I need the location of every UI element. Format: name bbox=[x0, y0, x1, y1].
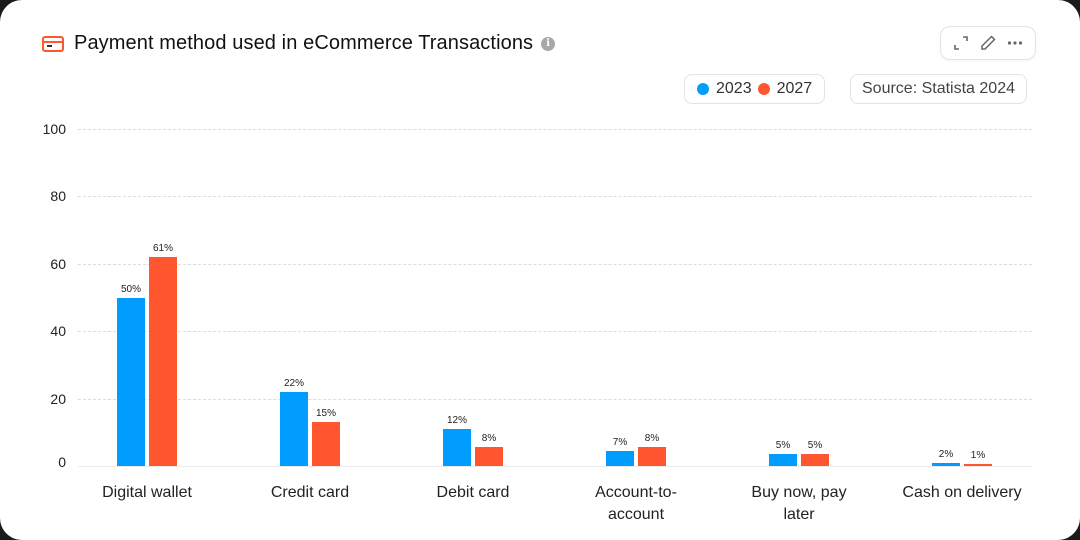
header: Payment method used in eCommerce Transac… bbox=[42, 32, 556, 55]
bar-value-label: 2% bbox=[938, 448, 954, 460]
x-category-label: Buy now, pay later bbox=[751, 484, 847, 523]
bar-2023[interactable] bbox=[117, 297, 145, 466]
bar-2027[interactable] bbox=[149, 257, 177, 466]
legend-dot-icon bbox=[697, 83, 709, 95]
x-axis-line bbox=[78, 466, 1032, 467]
bar-value-label: 61% bbox=[152, 243, 173, 255]
bar-2023[interactable] bbox=[769, 454, 797, 466]
legend-item-2023[interactable]: 2023 bbox=[697, 80, 752, 98]
bar-2027[interactable] bbox=[638, 447, 666, 466]
legend-dot-icon bbox=[757, 83, 770, 95]
bar-value-label: 50% bbox=[120, 283, 141, 295]
source-badge: Source: Statista 2024 bbox=[850, 74, 1027, 104]
y-tick-label: 80 bbox=[50, 188, 66, 205]
bar-2027[interactable] bbox=[964, 463, 992, 466]
bar-2027[interactable] bbox=[475, 447, 503, 466]
x-category-label: Debit card bbox=[436, 484, 510, 501]
gridline bbox=[78, 398, 1032, 400]
y-tick-label: 20 bbox=[50, 390, 66, 407]
gridline bbox=[78, 129, 1032, 130]
bar-value-label: 8% bbox=[481, 433, 497, 445]
gridline bbox=[78, 331, 1032, 333]
y-tick-label: 0 bbox=[58, 454, 66, 470]
y-tick-label: 60 bbox=[50, 255, 66, 272]
chart-title: Payment method used in eCommerce Transac… bbox=[74, 32, 534, 54]
bar-2023[interactable] bbox=[280, 391, 308, 466]
gridline bbox=[78, 196, 1032, 198]
bar-2027[interactable] bbox=[801, 454, 829, 466]
more-button[interactable] bbox=[1004, 32, 1026, 54]
bar-value-label: 7% bbox=[612, 436, 628, 448]
legend-item-2027[interactable]: 2027 bbox=[757, 80, 813, 98]
legend-label: 2023 bbox=[716, 80, 752, 97]
bar-value-label: 12% bbox=[446, 414, 467, 426]
bar-value-label: 22% bbox=[283, 377, 304, 389]
x-category-label: Account-to-account bbox=[595, 484, 677, 523]
y-tick-label: 100 bbox=[42, 121, 66, 137]
bar-value-label: 1% bbox=[970, 449, 986, 461]
bar-2027[interactable] bbox=[312, 422, 340, 466]
expand-icon bbox=[953, 36, 968, 50]
bar-2023[interactable] bbox=[443, 428, 471, 466]
x-category-label: Digital wallet bbox=[102, 484, 192, 501]
gridline bbox=[78, 263, 1032, 265]
y-tick-label: 40 bbox=[50, 323, 66, 340]
chart-toolbar bbox=[940, 26, 1036, 60]
more-icon bbox=[1008, 41, 1023, 45]
legend: 2023 2027 bbox=[684, 74, 826, 104]
bar-value-label: 15% bbox=[315, 408, 336, 420]
bar-value-label: 5% bbox=[807, 440, 823, 452]
x-category-label: Cash on delivery bbox=[902, 484, 1022, 501]
expand-button[interactable] bbox=[950, 32, 972, 54]
edit-button[interactable] bbox=[977, 32, 999, 54]
credit-card-icon bbox=[42, 35, 64, 52]
bar-2023[interactable] bbox=[606, 450, 634, 466]
bar-value-label: 5% bbox=[775, 440, 791, 452]
bar-value-label: 8% bbox=[644, 433, 660, 445]
edit-icon bbox=[981, 35, 996, 50]
bar-2023[interactable] bbox=[932, 462, 960, 466]
legend-label: 2027 bbox=[776, 80, 813, 97]
info-icon[interactable]: i bbox=[541, 36, 556, 51]
x-category-label: Credit card bbox=[270, 484, 350, 501]
